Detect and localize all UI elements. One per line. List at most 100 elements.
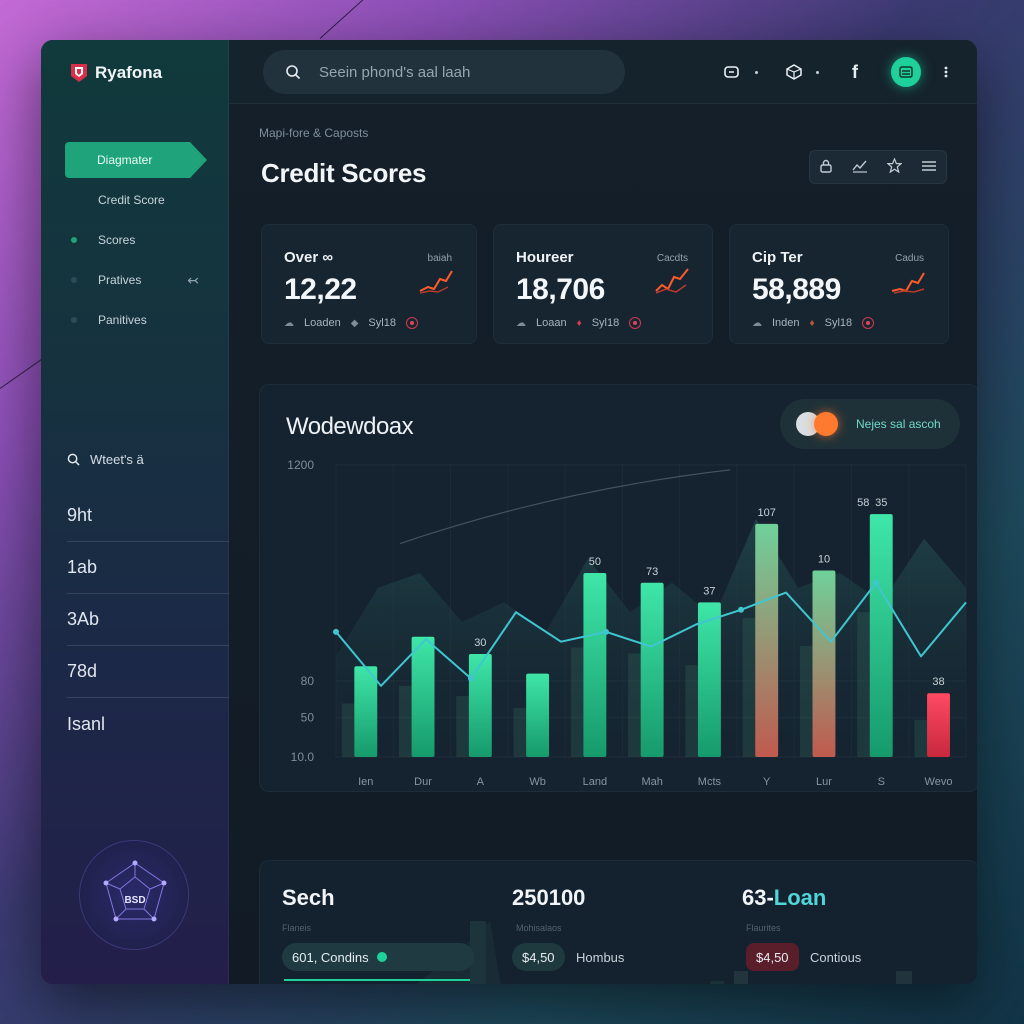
bullet-icon: [71, 277, 77, 283]
sidebar-item-diagmater[interactable]: Diagmater: [65, 142, 207, 178]
check-icon: [376, 952, 387, 962]
stat-foot-value: Syl18: [368, 317, 396, 329]
stat-value: 18,706: [516, 273, 605, 306]
watchlist-row[interactable]: 1ab: [67, 542, 229, 594]
stat-foot-value: Syl18: [591, 317, 620, 329]
toggle-indicator: [814, 412, 838, 436]
summary-pill[interactable]: 601, Condins: [282, 943, 474, 971]
sidebar-item-pratives[interactable]: Pratives ↢: [65, 262, 207, 298]
summary-pill[interactable]: $4,50: [746, 943, 799, 971]
data-label: 10: [818, 554, 830, 566]
y-tick-label: 80: [301, 674, 315, 688]
summary-title: 63-Loan: [742, 885, 826, 911]
summary-sub: Mohisalaos: [516, 923, 562, 933]
watchlist-row-label: 3Ab: [67, 609, 100, 629]
summary-progress: [284, 979, 470, 981]
bar: [812, 570, 836, 757]
trend-point: [873, 579, 879, 586]
stat-side-label: Cadus: [895, 253, 924, 264]
sidebar-item-panitives[interactable]: Panitives: [65, 302, 207, 338]
sidebar-item-label: Pratives: [98, 273, 142, 287]
alert-icon[interactable]: [405, 317, 418, 329]
stat-title: Houreer: [516, 249, 574, 266]
more-icon[interactable]: [941, 56, 951, 88]
x-tick-label: S: [878, 776, 885, 788]
bar: [755, 523, 779, 757]
data-label: 58: [857, 497, 869, 509]
bar: [640, 582, 664, 757]
bar-chart: 1200 80 50 10.0 30 50 73 37 107 10 35 58 38 Ien Dur A Wb…: [287, 458, 967, 788]
cube-icon[interactable]: [778, 56, 810, 88]
summary-pill-text: 601, Condins: [292, 949, 369, 965]
bar: [583, 572, 607, 757]
x-tick-label: Mcts: [698, 776, 722, 788]
sparkline-icon: [891, 272, 925, 294]
data-label: 35: [875, 497, 887, 509]
bar: [354, 666, 378, 757]
facebook-icon[interactable]: f: [839, 56, 871, 88]
cloud-icon: ☁: [284, 317, 294, 329]
app-name: Ryafona: [95, 63, 163, 82]
alert-icon[interactable]: [629, 317, 642, 329]
trend-point: [333, 628, 339, 635]
trend-arrow: [399, 469, 731, 545]
watchlist-row[interactable]: 3Ab: [67, 594, 229, 646]
x-tick-label: Mah: [641, 776, 662, 788]
search-icon: [67, 453, 80, 466]
page-title: Credit Scores: [261, 158, 427, 188]
alert-icon[interactable]: [862, 317, 875, 329]
wallet-icon[interactable]: [891, 57, 921, 87]
x-tick-label: A: [477, 776, 485, 788]
stat-side-label: baiah: [427, 253, 452, 264]
sidebar-item-scores[interactable]: Scores: [65, 222, 207, 258]
data-label: 107: [758, 507, 776, 519]
watchlist-header[interactable]: Wteet's ä: [67, 452, 144, 467]
bar: [927, 693, 950, 757]
watchlist-row[interactable]: 9ht: [67, 490, 229, 542]
watchlist-row[interactable]: 78d: [67, 646, 229, 698]
y-tick-label: 10.0: [291, 750, 315, 764]
sparkline-icon: [655, 268, 689, 294]
logo[interactable]: Ryafona: [69, 62, 162, 84]
summary-pill-text: $4,50: [522, 949, 555, 965]
network-badge[interactable]: BSD: [79, 840, 189, 950]
summary-pill-label: Contious: [810, 950, 862, 965]
search-bar[interactable]: [263, 50, 625, 94]
chart-toggle[interactable]: Nejes sal ascoh: [780, 399, 960, 449]
search-input[interactable]: [319, 63, 579, 81]
dash-icon[interactable]: [717, 56, 749, 88]
main-content: Mapi-fore & Caposts Credit Scores Over ∞…: [229, 104, 977, 984]
search-icon: [286, 65, 301, 80]
watchlist-row-label: 78d: [67, 661, 98, 681]
cloud-icon: ☁: [516, 317, 526, 329]
trend-point: [738, 606, 744, 613]
menu-icon[interactable]: [921, 160, 937, 175]
x-tick-label: Ien: [358, 776, 373, 788]
stat-footer: ☁ Loaan ♦ Syl18: [516, 317, 642, 329]
stat-card[interactable]: Houreer 18,706 Cacdts ☁ Loaan ♦ Syl18: [493, 224, 713, 344]
watchlist-row[interactable]: Isanl: [67, 698, 229, 750]
summary-pill[interactable]: $4,50: [512, 943, 565, 971]
badge-text: BSD: [124, 895, 145, 906]
flame-icon: ♦: [809, 317, 815, 329]
data-label: 37: [703, 585, 715, 597]
trend-line: [335, 581, 967, 687]
bar: [869, 514, 893, 757]
trend-point: [603, 628, 609, 635]
lock-icon[interactable]: [819, 159, 833, 176]
stat-foot-label: Loaan: [536, 317, 567, 329]
sidebar-item-label: Diagmater: [97, 153, 153, 167]
sidebar-item-credit-score[interactable]: Credit Score: [65, 182, 207, 218]
chart-icon[interactable]: [852, 159, 868, 176]
breadcrumb[interactable]: Mapi-fore & Caposts: [259, 126, 369, 140]
stat-title: Cip Ter: [752, 249, 803, 266]
star-icon[interactable]: [886, 157, 903, 176]
stat-value: 58,889: [752, 273, 841, 306]
background-line: [319, 0, 365, 39]
arrow-left-icon[interactable]: ↢: [187, 271, 199, 288]
stat-card[interactable]: Over ∞ 12,22 baiah ☁ Loaden ◆ Syl18: [261, 224, 477, 344]
stat-card[interactable]: Cip Ter 58,889 Cadus ☁ Inden ♦ Syl18: [729, 224, 949, 344]
sidebar-item-label: Credit Score: [98, 193, 165, 207]
summary-title-accent: Loan: [773, 885, 827, 910]
summary-title-prefix: 63-: [742, 885, 774, 910]
